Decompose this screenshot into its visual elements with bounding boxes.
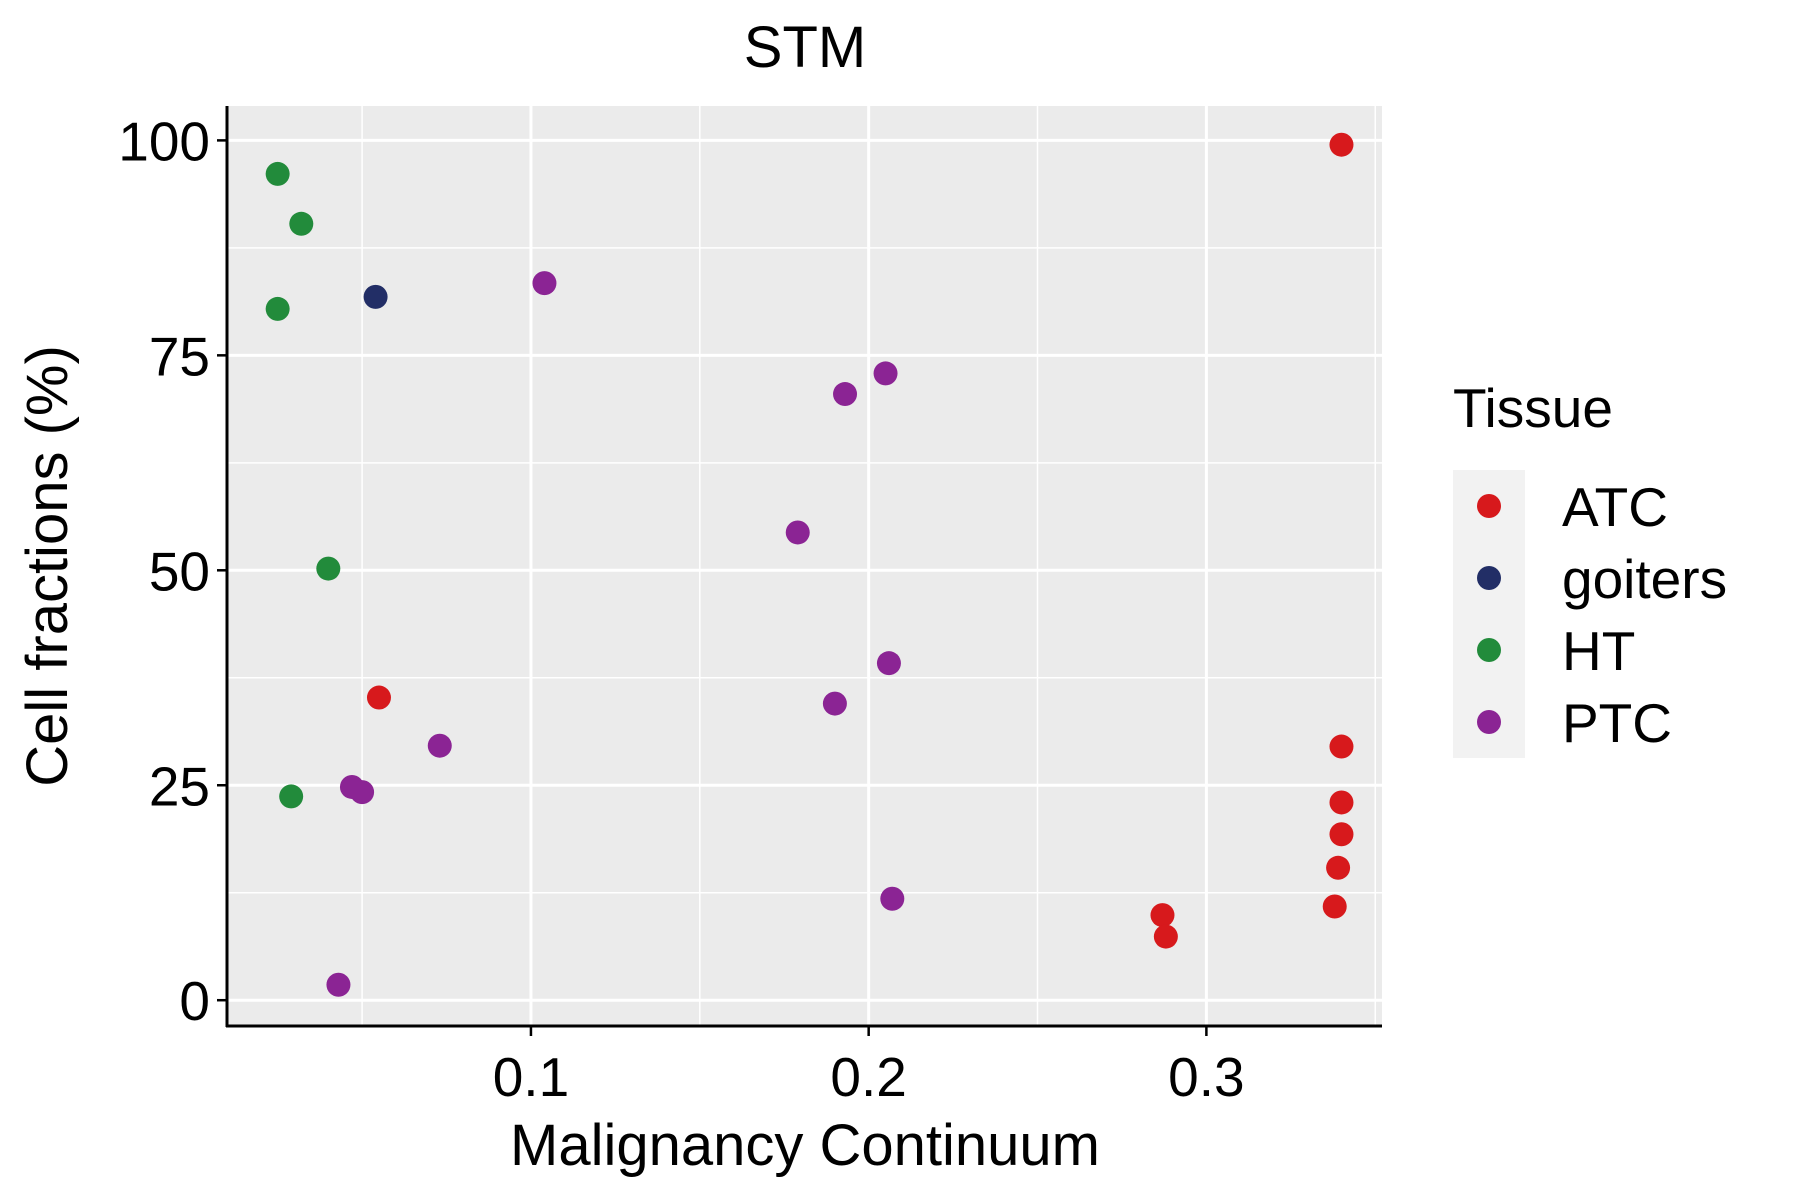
legend-title: Tissue xyxy=(1453,377,1613,439)
legend-items: ATC goiters HT PTC xyxy=(1477,476,1727,754)
point-ptc xyxy=(350,780,375,805)
legend-label-ptc: PTC xyxy=(1562,692,1672,754)
legend-marker-goiters xyxy=(1477,566,1501,590)
x-tick-label: 0.1 xyxy=(493,1046,569,1108)
point-ht xyxy=(265,161,290,186)
point-atc xyxy=(1150,903,1175,928)
point-goiters xyxy=(363,284,388,309)
x-tick-label: 0.3 xyxy=(1168,1046,1244,1108)
x-tick-label: 0.2 xyxy=(830,1046,906,1108)
y-tick-label: 75 xyxy=(149,325,210,387)
point-atc xyxy=(366,685,391,710)
y-tick-label: 0 xyxy=(179,970,210,1032)
point-ptc xyxy=(873,361,898,386)
x-axis-title: Malignancy Continuum xyxy=(510,1113,1100,1178)
legend-marker-ht xyxy=(1477,638,1501,662)
point-ptc xyxy=(326,972,351,997)
point-ptc xyxy=(785,520,810,545)
point-ht xyxy=(316,556,341,581)
point-atc xyxy=(1329,734,1354,759)
point-atc xyxy=(1326,855,1351,880)
y-tick-label: 50 xyxy=(149,540,210,602)
minor-grid xyxy=(227,106,1382,1026)
legend-label-ht: HT xyxy=(1562,620,1635,682)
point-ptc xyxy=(532,271,557,296)
plot-panel xyxy=(227,106,1382,1026)
point-ht xyxy=(265,296,290,321)
y-tick-label: 25 xyxy=(149,755,210,817)
legend: Tissue ATC goiters HT PTC xyxy=(1453,377,1727,758)
major-grid xyxy=(227,106,1382,1026)
point-ptc xyxy=(822,691,847,716)
point-ptc xyxy=(876,651,901,676)
point-ptc xyxy=(833,382,858,407)
x-axis-ticks: 0.1 0.2 0.3 xyxy=(493,1026,1245,1108)
y-axis-ticks: 0 25 50 75 100 xyxy=(118,110,227,1032)
data-points xyxy=(265,132,1354,997)
legend-marker-ptc xyxy=(1477,710,1501,734)
y-tick-label: 100 xyxy=(118,110,210,172)
point-atc xyxy=(1153,924,1178,949)
point-atc xyxy=(1329,790,1354,815)
point-ptc xyxy=(880,886,905,911)
point-ptc xyxy=(427,733,452,758)
point-atc xyxy=(1329,132,1354,157)
legend-marker-atc xyxy=(1477,494,1501,518)
legend-label-atc: ATC xyxy=(1562,476,1668,538)
point-atc xyxy=(1322,894,1347,919)
point-atc xyxy=(1329,822,1354,847)
point-ht xyxy=(289,211,314,236)
y-axis-title: Cell fractions (%) xyxy=(15,345,80,787)
chart-title: STM xyxy=(744,15,866,80)
point-ht xyxy=(279,784,304,809)
legend-label-goiters: goiters xyxy=(1562,548,1727,610)
